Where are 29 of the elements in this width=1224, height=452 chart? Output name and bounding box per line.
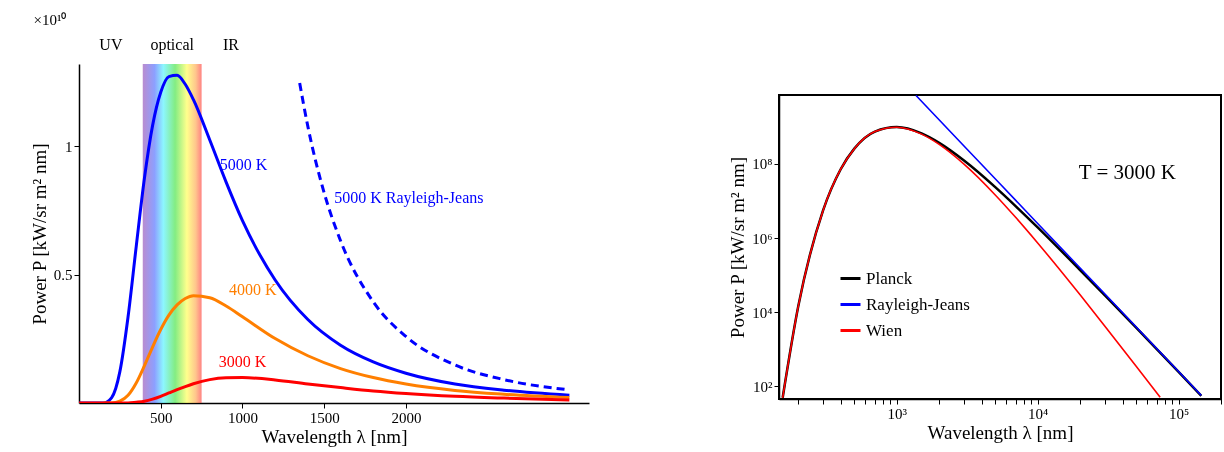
x-axis-title: Wavelength λ [nm] [261, 425, 408, 447]
x-axis-title: Wavelength λ [nm] [927, 421, 1074, 443]
x-tick-label: 10⁵ [1168, 405, 1190, 422]
y-axis-title: Power P [kW/sr m² nm] [727, 156, 749, 339]
y-axis-title: Power P [kW/sr m² nm] [28, 143, 50, 325]
x-tick-label: 10⁴ [1028, 405, 1049, 422]
text: ×10¹⁰ [33, 12, 67, 28]
band-label: optical [150, 36, 195, 54]
x-tick-label: 500 [149, 409, 173, 426]
y-tick-label: 10⁴ [752, 304, 773, 321]
annotation: T = 3000 K [1078, 160, 1176, 184]
y-tick-label: 10⁶ [752, 230, 773, 247]
series-label: 5000 K [219, 156, 268, 174]
legend-label: Planck [866, 268, 913, 288]
y-tick-label: 0.5 [53, 267, 73, 284]
x-tick-label: 1000 [227, 409, 258, 426]
y-tick-label: 1 [65, 138, 73, 155]
x-tick-label: 2000 [391, 409, 422, 426]
text: UV [99, 36, 123, 53]
legend-label: Rayleigh-Jeans [866, 294, 970, 314]
x-tick-label: 1500 [309, 409, 340, 426]
series-label: 4000 K [229, 280, 278, 298]
x-tick-label: 10³ [887, 405, 908, 422]
y-tick-label: 10⁸ [752, 156, 773, 173]
series-label: 5000 K Rayleigh-Jeans [334, 188, 484, 207]
legend-label: Wien [866, 320, 903, 340]
y-tick-label: 10² [753, 378, 773, 395]
series-label: 3000 K [218, 352, 267, 370]
text: IR [223, 36, 240, 53]
